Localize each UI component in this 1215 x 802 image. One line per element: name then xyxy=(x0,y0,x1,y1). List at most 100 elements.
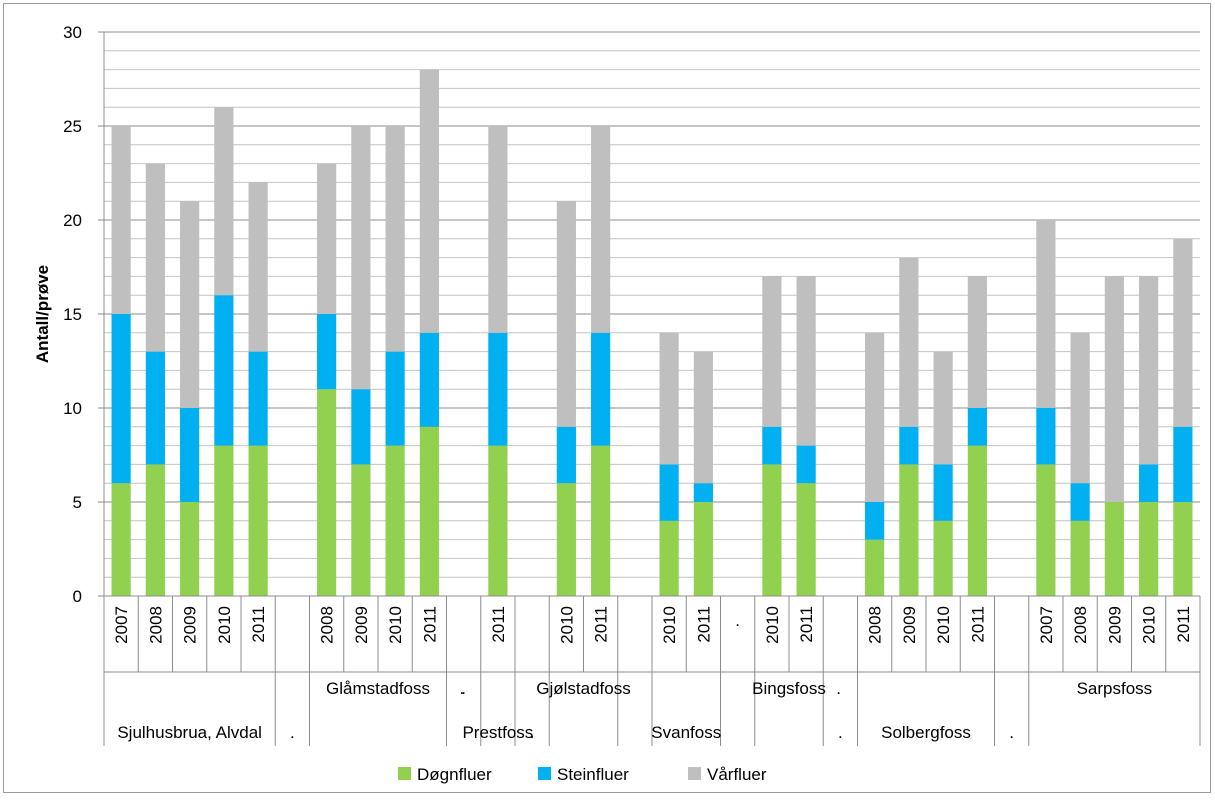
x-group-label: Sjulhusbrua, Alvdal xyxy=(117,723,262,742)
legend-swatch xyxy=(538,767,551,780)
bar-segment-steinfluer xyxy=(899,426,919,465)
legend-swatch xyxy=(688,767,701,780)
x-year-label: 2009 xyxy=(352,606,371,644)
bar-segment-steinfluer xyxy=(1070,483,1090,521)
x-year-label: 2008 xyxy=(1071,606,1090,644)
bar-segment-vårfluer xyxy=(1104,276,1124,502)
x-group-label: . xyxy=(461,679,466,698)
x-group-label: Prestfoss xyxy=(462,723,533,742)
bar-segment-døgnfluer xyxy=(899,464,919,596)
x-year-label: 2011 xyxy=(1174,606,1193,643)
x-group-label: Sarpsfoss xyxy=(1077,679,1153,698)
axes: 0 5 10 15 20 25 30 xyxy=(63,23,1201,746)
bar-segment-døgnfluer xyxy=(1036,464,1056,596)
bar-segment-steinfluer xyxy=(659,464,679,521)
bar-segment-vårfluer xyxy=(145,163,165,352)
bar-segment-døgnfluer xyxy=(145,464,165,596)
bar-segment-steinfluer xyxy=(865,502,885,540)
bar-segment-vårfluer xyxy=(899,257,919,427)
bar-segment-steinfluer xyxy=(317,314,337,390)
x-group-label: . xyxy=(838,723,843,742)
bar-segment-vårfluer xyxy=(1036,220,1056,408)
x-year-label: 2008 xyxy=(146,606,165,644)
x-year-label: 2010 xyxy=(386,606,405,644)
bar-segment-døgnfluer xyxy=(591,445,611,596)
bar-segment-steinfluer xyxy=(591,332,611,446)
bar-segment-vårfluer xyxy=(659,332,679,465)
x-group-label: Bingsfoss xyxy=(752,679,826,698)
bar-segment-døgnfluer xyxy=(351,464,371,596)
bar-segment-vårfluer xyxy=(967,276,987,408)
x-group-label: . xyxy=(735,611,740,630)
x-group-label: Glåmstadfoss xyxy=(326,679,430,698)
bar-segment-steinfluer xyxy=(556,426,576,484)
bar-segment-steinfluer xyxy=(1036,408,1056,465)
bar-segment-steinfluer xyxy=(693,483,713,502)
bar-segment-steinfluer xyxy=(796,445,816,484)
bar-segment-steinfluer xyxy=(419,332,439,427)
bar-segment-døgnfluer xyxy=(1070,520,1090,596)
bar-segment-vårfluer xyxy=(248,182,268,352)
bar-segment-døgnfluer xyxy=(693,502,713,596)
x-group-label: . xyxy=(290,723,295,742)
legend-label: Steinfluer xyxy=(557,765,629,784)
x-year-label: 2010 xyxy=(557,606,576,644)
x-group-label: Gjølstadfoss xyxy=(536,679,630,698)
bar-segment-vårfluer xyxy=(933,351,953,465)
x-group-label: Solbergfoss xyxy=(881,723,971,742)
legend-swatch xyxy=(398,767,411,780)
x-year-label: 2010 xyxy=(1140,606,1159,644)
x-year-label: 2011 xyxy=(694,606,713,643)
x-group-label: Svanfoss xyxy=(651,723,721,742)
x-year-label: 2011 xyxy=(489,606,508,643)
bar-segment-vårfluer xyxy=(214,107,234,296)
x-year-label: 2010 xyxy=(763,606,782,644)
bar-segment-døgnfluer xyxy=(248,445,268,596)
bar-segment-døgnfluer xyxy=(1104,502,1124,596)
bar-segment-steinfluer xyxy=(111,314,131,484)
bar-segment-vårfluer xyxy=(317,163,337,314)
bar-segment-døgnfluer xyxy=(556,483,576,596)
x-year-label: 2011 xyxy=(249,606,268,643)
bar-segment-steinfluer xyxy=(385,351,405,446)
y-tick-label: 5 xyxy=(73,493,82,512)
bar-segment-steinfluer xyxy=(1173,426,1193,502)
bars xyxy=(111,69,1193,596)
bar-segment-vårfluer xyxy=(180,201,200,408)
bar-segment-vårfluer xyxy=(591,126,611,333)
gridlines xyxy=(104,31,1200,578)
bar-segment-døgnfluer xyxy=(419,426,439,596)
x-year-label: 2011 xyxy=(592,606,611,643)
bar-segment-døgnfluer xyxy=(214,445,234,596)
bar-segment-døgnfluer xyxy=(317,389,337,596)
x-year-label: 2008 xyxy=(318,606,337,644)
x-year-label: 2011 xyxy=(797,606,816,643)
bar-segment-døgnfluer xyxy=(1173,502,1193,596)
bar-segment-steinfluer xyxy=(488,332,508,446)
bar-segment-steinfluer xyxy=(933,464,953,521)
category-axis: 2007 2008 2009 2010 2011 2008 2009 2010 2011 2011… xyxy=(112,606,1193,742)
bar-segment-steinfluer xyxy=(248,351,268,446)
bar-segment-steinfluer xyxy=(762,426,782,465)
bar-segment-vårfluer xyxy=(351,126,371,390)
x-year-label: 2008 xyxy=(866,606,885,644)
x-year-label: 2009 xyxy=(1105,606,1124,644)
y-tick-label: 0 xyxy=(73,587,82,606)
legend-label: Vårfluer xyxy=(707,765,767,784)
bar-segment-vårfluer xyxy=(1070,332,1090,484)
x-year-label: 2011 xyxy=(420,606,439,643)
bar-segment-vårfluer xyxy=(796,276,816,446)
bar-segment-døgnfluer xyxy=(762,464,782,596)
x-group-label: . xyxy=(530,723,535,742)
bar-segment-steinfluer xyxy=(180,408,200,502)
bar-segment-vårfluer xyxy=(693,351,713,484)
bar-segment-døgnfluer xyxy=(1139,502,1159,596)
bar-segment-vårfluer xyxy=(865,332,885,502)
y-tick-label: 10 xyxy=(63,399,82,418)
bar-segment-vårfluer xyxy=(1139,276,1159,465)
y-tick-label: 25 xyxy=(63,117,82,136)
bar-segment-døgnfluer xyxy=(385,445,405,596)
x-year-label: 2011 xyxy=(968,606,987,643)
